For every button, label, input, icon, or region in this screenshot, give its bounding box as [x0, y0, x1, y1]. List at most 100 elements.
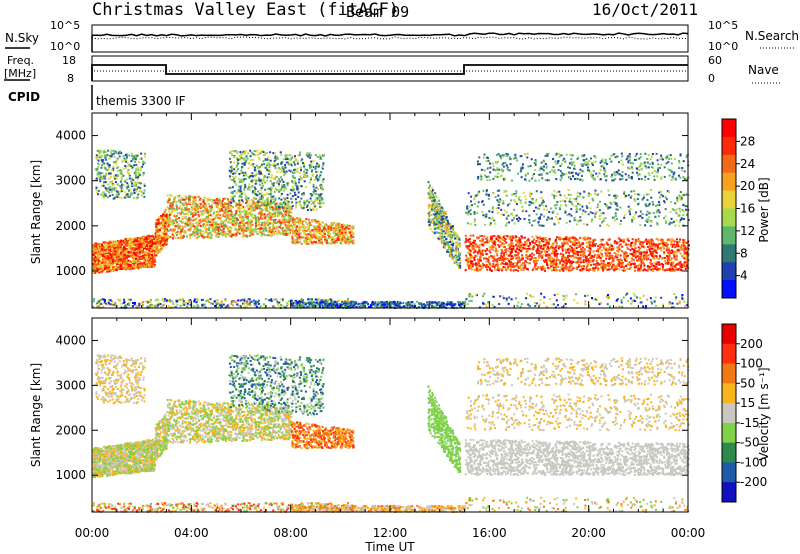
power-cell-1362 — [107, 253, 110, 256]
power-cell-2737 — [211, 214, 214, 217]
power-cell-4295 — [239, 154, 242, 156]
power-cell-1389 — [147, 245, 150, 248]
power-cell-2768 — [211, 221, 214, 224]
power-cell-758 — [111, 243, 114, 246]
power-cell-2292 — [188, 219, 191, 222]
power-cell-4183 — [243, 186, 246, 189]
power-cell-4322 — [306, 152, 309, 155]
power-cell-4624 — [280, 298, 283, 301]
power-cell-4190 — [265, 204, 268, 207]
power-cell-3421 — [123, 196, 126, 199]
power-cell-1665 — [195, 222, 198, 225]
power-cell-2037 — [175, 214, 178, 217]
power-cell-4053 — [234, 175, 237, 178]
power-cell-3350 — [340, 240, 342, 243]
power-cell-1138 — [152, 235, 155, 238]
power-cell-3389 — [313, 232, 316, 235]
power-cell-2047 — [221, 225, 223, 228]
power-cell-2424 — [204, 231, 207, 234]
power-cell-390 — [149, 239, 152, 241]
power-cell-778 — [98, 270, 101, 273]
power-cell-3693 — [121, 189, 124, 192]
power-cell-2858 — [239, 208, 242, 211]
power-cell-2895 — [204, 219, 207, 221]
power-cell-727 — [136, 256, 139, 259]
power-cell-946 — [100, 269, 103, 272]
power-cell-4761 — [162, 304, 164, 307]
power-cell-2343 — [171, 233, 174, 236]
power-cell-1115 — [129, 242, 132, 245]
power-cell-2847 — [215, 232, 218, 235]
power-cell-775 — [121, 260, 124, 263]
power-cell-1080 — [123, 239, 126, 242]
power-cell-3253 — [302, 235, 305, 238]
power-cell-2474 — [207, 227, 210, 230]
power-cell-2068 — [181, 202, 184, 205]
power-cell-3323 — [300, 222, 303, 225]
power-cell-2710 — [284, 210, 287, 213]
power-cell-1168 — [126, 266, 129, 269]
power-cell-923 — [117, 263, 120, 266]
power-cell-3633 — [137, 168, 140, 171]
power-cell-4569 — [222, 303, 225, 306]
power-cell-4145 — [294, 204, 297, 207]
power-cell-4029 — [297, 191, 300, 194]
power-cell-891 — [93, 261, 96, 264]
power-cell-3647 — [122, 159, 125, 161]
power-cell-2839 — [251, 223, 254, 226]
power-cell-4220 — [261, 196, 264, 199]
power-cell-4311 — [275, 204, 278, 207]
power-cell-3734 — [143, 152, 146, 155]
power-cell-3920 — [284, 164, 287, 167]
power-cell-2679 — [232, 234, 235, 236]
power-cell-4794 — [237, 305, 240, 308]
power-cell-4214 — [305, 171, 308, 174]
power-cell-4129 — [312, 191, 315, 194]
power-cell-4666 — [255, 305, 258, 308]
power-cell-1085 — [127, 265, 130, 267]
power-cell-1187 — [122, 258, 125, 260]
nave-tick-low: 0 — [708, 72, 715, 85]
power-cell-3997 — [246, 188, 249, 191]
power-cell-3255 — [304, 226, 307, 229]
power-cell-3379 — [310, 241, 313, 244]
power-cell-847 — [121, 247, 124, 250]
power-cell-3663 — [108, 164, 111, 167]
power-cell-4290 — [279, 171, 282, 174]
power-cell-4391 — [316, 162, 318, 165]
power-cell-1839 — [254, 216, 257, 219]
power-cell-916 — [153, 248, 156, 251]
power-cell-1266 — [149, 257, 152, 259]
power-cell-1889 — [215, 214, 218, 217]
power-cell-2073 — [181, 211, 184, 214]
power-cell-1147 — [141, 237, 144, 240]
power-cell-3218 — [334, 227, 337, 230]
power-cell-4741 — [193, 300, 196, 303]
power-cell-2212 — [183, 225, 186, 228]
power-cell-1780 — [213, 231, 216, 234]
power-cell-1276 — [134, 237, 137, 240]
power-cell-3358 — [336, 229, 339, 232]
power-cell-1350 — [127, 238, 130, 240]
power-cell-1531 — [157, 218, 160, 221]
power-cell-2230 — [276, 232, 278, 235]
power-cell-1760 — [207, 219, 210, 222]
power-cell-1018 — [111, 269, 114, 272]
power-cell-3405 — [122, 174, 125, 177]
power-cell-4408 — [302, 207, 305, 209]
power-cell-1548 — [157, 223, 160, 225]
power-cell-2569 — [189, 221, 192, 224]
cpid-label: CPID — [8, 90, 40, 104]
power-cell-1146 — [136, 249, 139, 252]
power-cell-4767 — [202, 298, 205, 301]
power-cell-4357 — [294, 157, 297, 160]
power-cell-1638 — [226, 210, 229, 213]
power-cell-1503 — [162, 236, 165, 238]
power-cell-894 — [104, 242, 107, 245]
power-cell-1099 — [130, 240, 132, 243]
power-cell-1731 — [190, 195, 193, 198]
power-cell-2587 — [273, 220, 276, 223]
power-cell-4371 — [282, 206, 285, 209]
power-cell-3851 — [248, 189, 251, 192]
power-cell-857 — [143, 254, 145, 257]
